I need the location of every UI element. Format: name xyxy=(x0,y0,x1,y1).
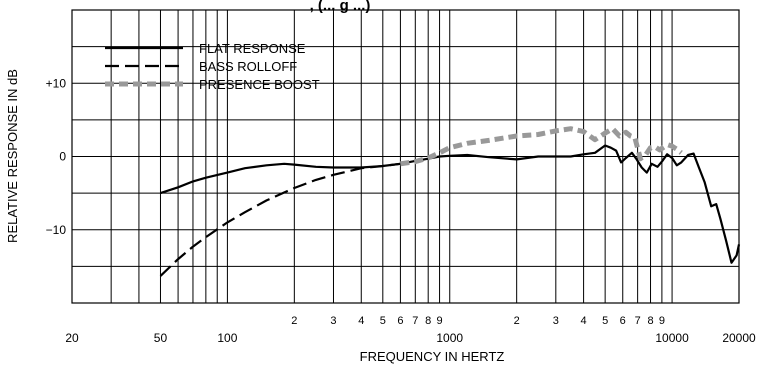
plot-frame xyxy=(71,9,740,304)
x-tick-label: 20 xyxy=(65,331,79,345)
x-axis-label: FREQUENCY IN HERTZ xyxy=(360,349,505,364)
x-tick-label: 50 xyxy=(154,331,168,345)
x-tick-label: 1000 xyxy=(436,331,463,345)
y-tick-label: 0 xyxy=(59,150,66,164)
x-minor-tick-label: 5 xyxy=(380,315,386,327)
legend-label: PRESENCE BOOST xyxy=(199,77,320,92)
x-minor-tick-label: 3 xyxy=(330,315,336,327)
series-line-presence-boost xyxy=(400,126,683,167)
y-tick-label: −10 xyxy=(46,223,67,237)
x-minor-tick-label: 5 xyxy=(602,315,608,327)
x-minor-tick-label: 2 xyxy=(514,315,520,327)
series-line-bass-rolloff xyxy=(159,162,401,277)
y-tick-label: +10 xyxy=(46,76,67,90)
x-tick-label: 20000 xyxy=(722,331,756,345)
x-minor-tick-label: 7 xyxy=(635,315,641,327)
x-minor-tick-label: 3 xyxy=(553,315,559,327)
legend: FLAT RESPONSE BASS ROLLOFF PRESENCE BOOST xyxy=(105,41,320,92)
series-group xyxy=(159,126,741,277)
x-minor-tick-label: 9 xyxy=(659,315,665,327)
legend-label: FLAT RESPONSE xyxy=(199,41,306,56)
x-tick-label: 100 xyxy=(217,331,237,345)
x-minor-tick-label: 8 xyxy=(425,315,431,327)
series-line-flat-response xyxy=(160,144,741,264)
x-minor-tick-label: 4 xyxy=(581,315,587,327)
x-minor-tick-label: 8 xyxy=(647,315,653,327)
x-minor-tick-label: 6 xyxy=(397,315,403,327)
x-tick-label: 10000 xyxy=(655,331,689,345)
x-minor-tick-label: 6 xyxy=(620,315,626,327)
legend-label: BASS ROLLOFF xyxy=(199,59,297,74)
x-minor-tick-label: 4 xyxy=(358,315,364,327)
x-minor-tick-label: 2 xyxy=(291,315,297,327)
y-axis-label: RELATIVE RESPONSE IN dB xyxy=(5,69,20,243)
x-minor-tick-label: 7 xyxy=(412,315,418,327)
x-minor-tick-label: 9 xyxy=(437,315,443,327)
